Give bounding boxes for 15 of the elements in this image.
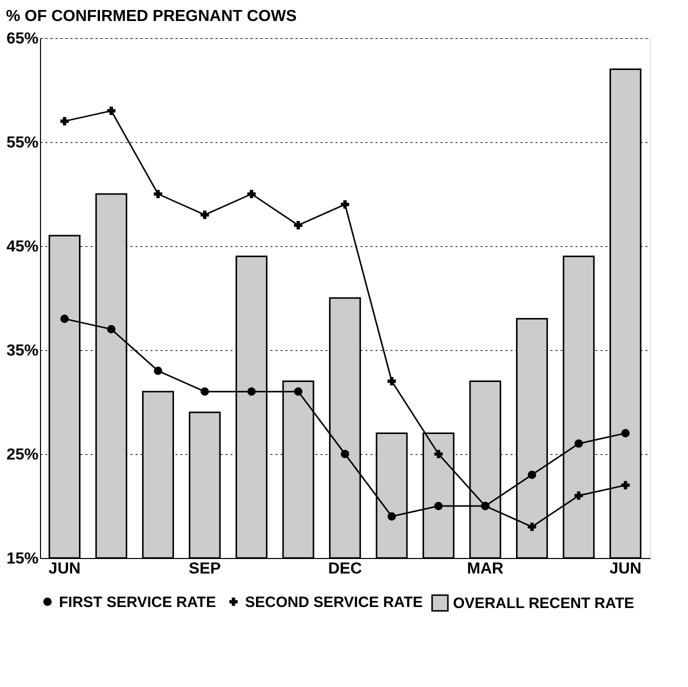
y-tick-label: 15% bbox=[6, 550, 38, 568]
x-tick-label: DEC bbox=[328, 560, 362, 578]
legend-label: OVERALL RECENT RATE bbox=[453, 595, 634, 612]
x-tick-label: MAR bbox=[467, 560, 504, 578]
chart-title: % OF CONFIRMED PREGNANT COWS bbox=[6, 8, 297, 25]
x-tick-label: JUN bbox=[609, 560, 642, 578]
y-tick-label: 65% bbox=[6, 30, 38, 48]
y-tick-label: 35% bbox=[6, 342, 38, 360]
y-tick-label: 55% bbox=[6, 134, 38, 152]
x-tick-label: JUN bbox=[48, 560, 81, 578]
y-tick-label: 25% bbox=[6, 446, 38, 464]
legend-label: FIRST SERVICE RATE bbox=[59, 594, 216, 611]
y-tick-label: 45% bbox=[6, 238, 38, 256]
legend-label: SECOND SERVICE RATE bbox=[245, 594, 423, 611]
x-tick-label: SEP bbox=[188, 560, 222, 578]
